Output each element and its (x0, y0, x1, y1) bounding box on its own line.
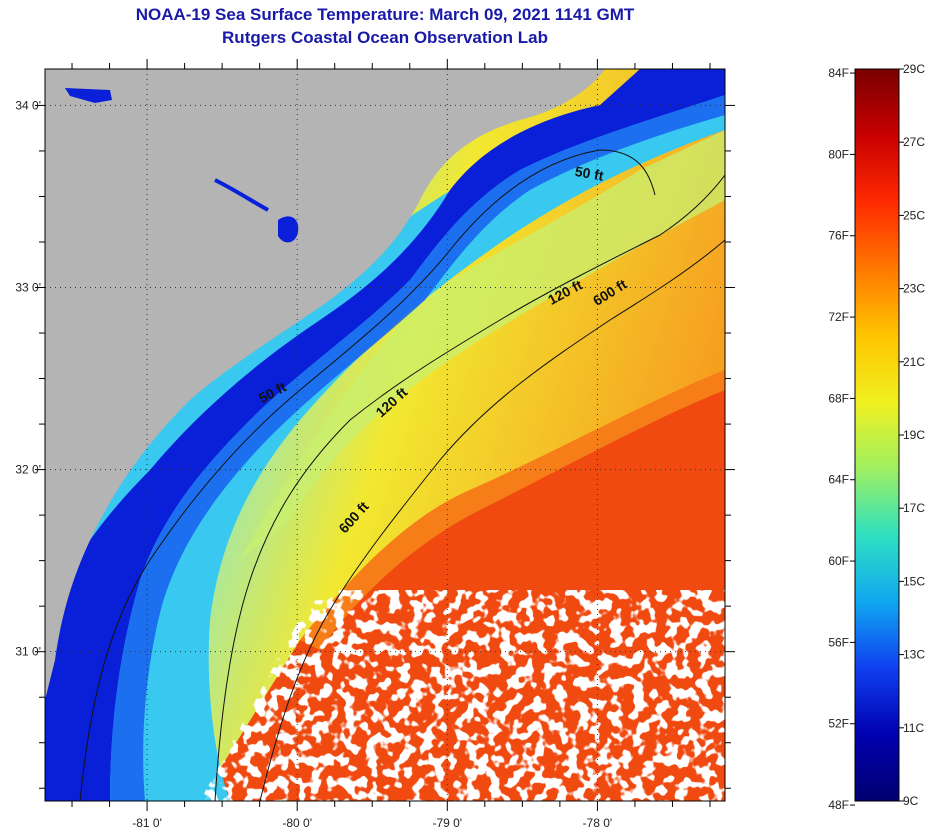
lat-tick-label: 32 0' (15, 463, 41, 477)
colorbar-label-f: 60F (828, 554, 849, 568)
contour-label-50ft-north: 50 ft (574, 163, 605, 184)
map-axes: -81 0' -80 0' -79 0' -78 0' 34 0' 33 0' 32 0' 3… (15, 59, 735, 830)
colorbar-label-f: 52F (828, 717, 849, 731)
lat-tick-label: 34 0' (15, 98, 41, 112)
map-subtitle: Rutgers Coastal Ocean Observation Lab (222, 28, 548, 47)
contour-120ft (214, 174, 725, 801)
gulf-stream-edge (300, 370, 725, 650)
mid-shelf-band (240, 130, 725, 560)
inland-lake (65, 88, 112, 103)
colorbar-label-f: 76F (828, 229, 849, 243)
land-mass (45, 69, 605, 700)
colorbar-label-c: 25C (903, 208, 925, 222)
colorbar-label-c: 9C (903, 794, 919, 808)
lon-tick-label: -78 0' (583, 816, 613, 830)
lon-tick-label: -80 0' (282, 816, 312, 830)
colorbar-label-c: 27C (903, 135, 925, 149)
colorbar-label-c: 21C (903, 355, 925, 369)
contour-50ft (79, 149, 656, 801)
colorbar-label-c: 11C (903, 721, 924, 735)
colorbar-label-f: 56F (828, 635, 849, 649)
colorbar-label-c: 17C (903, 501, 925, 515)
lon-tick-label: -81 0' (132, 816, 162, 830)
lat-lon-grid (45, 69, 725, 801)
lat-tick-label: 33 0' (15, 281, 41, 295)
inland-river (214, 178, 269, 212)
colorbar-label-f: 64F (828, 473, 849, 487)
colorbar-labels: 29C 27C 25C 23C 21C 19C 17C 15C 13C 11C 9C 84F 80F 76… (828, 62, 925, 812)
map-frame (44, 68, 726, 802)
inland-lake (278, 216, 299, 243)
colorbar-label-f: 48F (828, 798, 849, 812)
colorbar-label-c: 15C (903, 574, 925, 588)
colorbar-label-f: 84F (828, 66, 849, 80)
lat-tick-label: 31 0' (15, 645, 41, 659)
colorbar (854, 68, 900, 802)
colorbar-label-f: 68F (828, 391, 849, 405)
colorbar-label-c: 29C (903, 62, 925, 76)
colorbar-label-c: 23C (903, 282, 925, 296)
colorbar-label-c: 13C (903, 648, 925, 662)
coastal-mid-blue (110, 95, 725, 801)
colorbar-label-f: 80F (828, 147, 849, 161)
map-title: NOAA-19 Sea Surface Temperature: March 0… (135, 5, 635, 24)
colorbar-label-f: 72F (828, 310, 849, 324)
colorbar-label-c: 19C (903, 428, 925, 442)
contour-600ft (259, 239, 725, 801)
lon-tick-label: -79 0' (432, 816, 462, 830)
